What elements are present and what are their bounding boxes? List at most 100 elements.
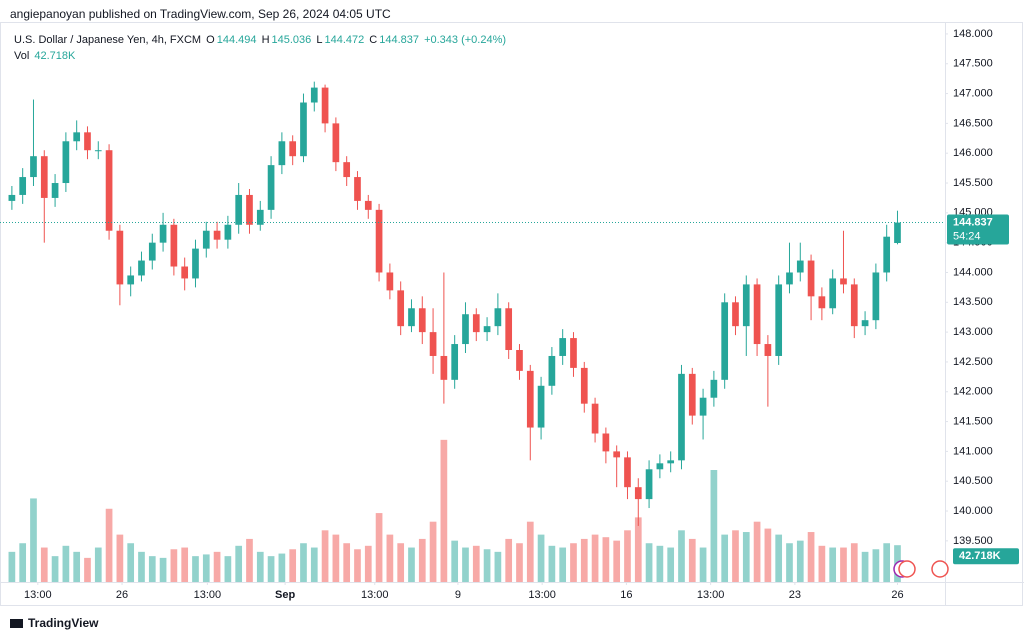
volume-bar (343, 543, 351, 582)
l-letter: L (316, 34, 323, 46)
event-icon (931, 560, 949, 578)
y-tick-label: 143.500 (953, 296, 993, 308)
logo-mark (10, 619, 23, 628)
volume-bar (289, 549, 297, 582)
candle-body (343, 162, 351, 178)
candle-body (51, 183, 59, 198)
volume-bar (278, 553, 286, 582)
volume-bar (775, 534, 783, 582)
candle-body (742, 284, 750, 327)
candle-body (796, 260, 804, 273)
c-value: 144.837 (379, 34, 420, 46)
last-price-box (947, 214, 1009, 245)
candle-body (62, 141, 70, 184)
volume-bar (105, 508, 113, 582)
volume-bar (8, 551, 16, 582)
volume-bar (30, 498, 37, 582)
o-letter: O (206, 34, 215, 46)
last-price-label: 144.837 (953, 216, 993, 228)
candle-body (84, 132, 91, 151)
volume-bar (494, 551, 502, 582)
volume-bar (591, 534, 599, 582)
volume-bar (40, 547, 48, 582)
volume-bar (451, 540, 459, 582)
x-tick-label: 9 (455, 589, 461, 601)
volume-bar (84, 557, 91, 582)
volume-bar (440, 439, 448, 582)
volume-bar (613, 540, 621, 582)
volume-bar (202, 554, 210, 582)
volume-bar (667, 547, 675, 582)
h-letter: H (261, 34, 270, 46)
vol-label: Vol (14, 50, 30, 62)
volume-bar (872, 549, 880, 582)
y-tick-label: 147.000 (953, 87, 993, 99)
event-icons (893, 560, 949, 578)
candle-body (483, 326, 491, 333)
candle-body (829, 278, 837, 309)
y-tick-label: 139.500 (953, 535, 993, 547)
y-tick-label: 145.500 (953, 177, 993, 189)
candle-body (73, 132, 81, 142)
candle-body (678, 373, 685, 461)
candle-body (138, 260, 145, 276)
volume-bar (170, 549, 178, 582)
candle-body (386, 272, 394, 291)
volume-bar (462, 547, 469, 582)
candle-body (375, 209, 383, 273)
volume-bar (246, 538, 253, 582)
volume-bar (829, 547, 837, 582)
volume-bar (386, 534, 394, 582)
candle-body (462, 314, 469, 345)
y-tick-label: 144.000 (953, 266, 993, 278)
candle-body (300, 102, 307, 157)
x-tick-label: 13:00 (361, 589, 389, 601)
volume-bar (861, 551, 869, 582)
candle-body (775, 284, 783, 356)
volume-bar (570, 543, 577, 582)
candle-body (321, 87, 329, 124)
y-tick-label: 146.500 (953, 117, 993, 129)
frame (0, 22, 1023, 606)
volume-bar (634, 517, 642, 582)
h-value: 145.036 (271, 34, 312, 46)
volume-bar (332, 534, 340, 582)
candle-body (505, 308, 513, 351)
volume-bar (472, 545, 480, 582)
candle-body (332, 123, 340, 163)
candle-body (494, 308, 502, 327)
volume-bar (408, 547, 415, 582)
candle-body (645, 469, 653, 500)
legend-line: U.S. Dollar / Japanese Yen, 4h, FXCM O 14… (14, 34, 508, 46)
volume-bar (256, 551, 264, 582)
volume-bar (310, 547, 318, 582)
x-tick-label: 13:00 (528, 589, 556, 601)
volume-bar (526, 521, 534, 582)
candle-body (127, 275, 135, 285)
volume-bar (656, 545, 664, 582)
x-tick-label: 13:00 (194, 589, 222, 601)
candle-body (807, 260, 815, 297)
volume-bar (850, 543, 858, 582)
candle-body (753, 284, 761, 345)
volume-bar (688, 538, 696, 582)
volume-bar (94, 547, 102, 582)
y-tick-label: 141.500 (953, 415, 993, 427)
volume-bar (213, 551, 221, 582)
candle-body (440, 355, 448, 380)
candle-body (580, 367, 588, 404)
candle-body (526, 370, 534, 428)
volume-bar (321, 530, 329, 582)
volume-bar (235, 545, 243, 582)
candle-body (408, 308, 415, 327)
candle-body (181, 266, 189, 279)
candle-body (537, 385, 545, 428)
candle-body (192, 248, 199, 279)
candle-body (656, 463, 664, 470)
y-tick-label: 140.000 (953, 505, 993, 517)
y-tick-label: 140.500 (953, 475, 993, 487)
y-tick-label: 141.000 (953, 445, 993, 457)
volume-bar (602, 537, 610, 582)
candle-body (278, 141, 286, 166)
